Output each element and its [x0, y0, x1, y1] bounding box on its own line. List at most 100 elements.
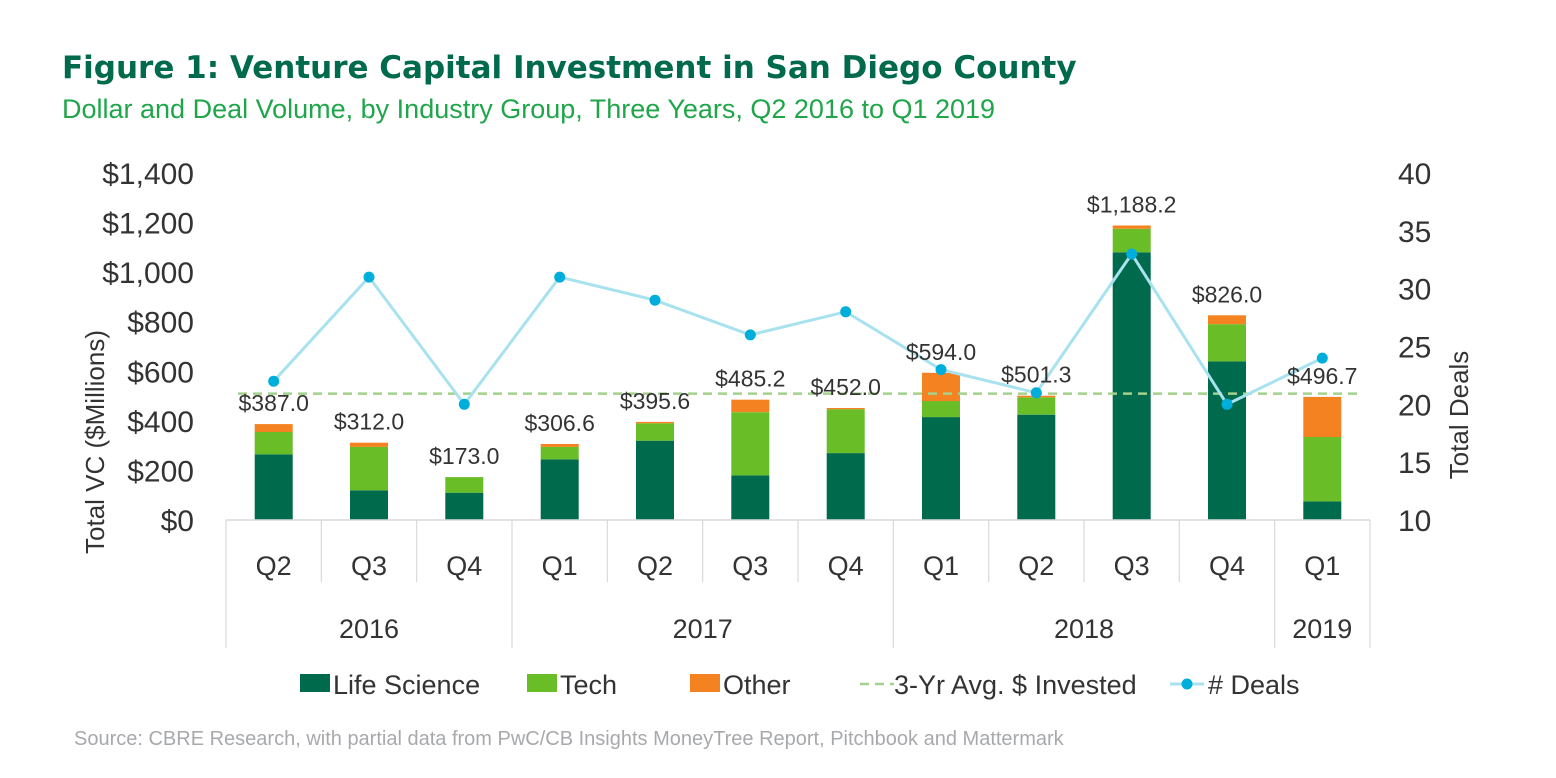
total-data-label: $387.0: [239, 390, 309, 416]
chart-subtitle: Dollar and Deal Volume, by Industry Grou…: [62, 94, 996, 124]
deals-point: [649, 294, 661, 306]
x-category-label: Q1: [1304, 551, 1340, 581]
y-tick-label: $800: [127, 307, 194, 340]
deals-point: [1316, 352, 1328, 364]
y-tick-label: $1,200: [102, 208, 194, 241]
y2-tick-label: 15: [1398, 447, 1431, 480]
legend-label-3-yr-avg-invested: 3-Yr Avg. $ Invested: [894, 670, 1137, 700]
axes: $0 $200 $400 $600 $800 $1,000 $1,200 $1,400 10 15…: [80, 158, 1474, 648]
bar-tech: [731, 412, 770, 476]
deals-point: [554, 271, 566, 283]
legend-swatch-other: [690, 674, 720, 692]
bar-other: [731, 399, 770, 413]
bar-tech: [1017, 397, 1056, 415]
deals-point: [268, 375, 280, 387]
bar-other: [1303, 396, 1342, 437]
legend-label-tech: Tech: [560, 670, 617, 700]
bar-life-science: [1208, 361, 1246, 520]
bar-tech: [1208, 324, 1246, 362]
total-data-label: $395.6: [620, 388, 690, 414]
total-data-label: $452.0: [811, 374, 881, 400]
total-data-label: $594.0: [906, 339, 976, 365]
bar-life-science: [445, 492, 484, 520]
bar-life-science: [1303, 501, 1342, 520]
total-data-label: $173.0: [429, 443, 499, 469]
total-data-label: $485.2: [715, 366, 785, 392]
bar-tech: [254, 432, 293, 455]
total-data-label: $826.0: [1192, 281, 1262, 307]
y-axis-title: Total VC ($Millions): [80, 330, 110, 554]
legend-swatch-life-science: [300, 674, 330, 692]
deals-line: [268, 248, 1328, 410]
y2-tick-label: 20: [1398, 389, 1431, 422]
bar-other: [636, 421, 674, 424]
bar-life-science: [254, 454, 293, 520]
legend-label-life-science: Life Science: [333, 670, 480, 700]
bar-other: [350, 442, 388, 447]
bar-life-science: [350, 490, 388, 520]
y2-tick-label: 10: [1398, 505, 1431, 538]
total-data-label: $312.0: [334, 409, 404, 435]
bar-tech: [1112, 228, 1151, 253]
bar-tech: [826, 409, 865, 454]
y2-tick-label: 35: [1398, 216, 1431, 249]
bar-life-science: [1112, 252, 1151, 521]
x-category-label: Q4: [828, 551, 864, 581]
y2-axis-title: Total Deals: [1444, 351, 1474, 480]
x-category-label: Q1: [923, 551, 959, 581]
x-category-label: Q2: [637, 551, 673, 581]
bar-tech: [350, 446, 388, 491]
x-category-label: Q1: [542, 551, 578, 581]
bar-other: [1208, 315, 1246, 325]
x-category-label: Q3: [1114, 551, 1150, 581]
bar-other: [826, 408, 865, 410]
total-data-label: $496.7: [1287, 363, 1357, 389]
chart-title: Figure 1: Venture Capital Investment in …: [62, 50, 1077, 86]
deals-point: [363, 271, 375, 283]
deals-point: [458, 398, 470, 410]
y2-tick-label: 40: [1398, 158, 1431, 191]
legend-label-deals: # Deals: [1208, 670, 1300, 700]
y-tick-label: $1,000: [102, 257, 194, 290]
data-labels: $387.0 $312.0 $173.0 $306.6 $395.6 $485.2 $452…: [239, 192, 1358, 470]
bar-other: [540, 444, 579, 447]
source-note: Source: CBRE Research, with partial data…: [74, 728, 1064, 750]
bar-tech: [445, 477, 484, 493]
x-category-label: Q2: [1018, 551, 1054, 581]
deals-point: [840, 306, 852, 318]
bar-life-science: [731, 475, 770, 520]
total-data-label: $501.3: [1001, 362, 1071, 388]
bar-other: [254, 424, 293, 432]
bar-other: [1112, 225, 1151, 229]
bar-other: [922, 372, 960, 402]
x-category-label: Q2: [256, 551, 292, 581]
y-tick-label: $1,400: [102, 158, 194, 191]
deals-point: [744, 329, 756, 341]
bar-tech: [922, 401, 960, 418]
bar-life-science: [826, 453, 865, 520]
x-category-label: Q4: [446, 551, 482, 581]
y-tick-label: $400: [127, 406, 194, 439]
y-tick-label: $600: [127, 356, 194, 389]
total-data-label: $1,188.2: [1087, 192, 1177, 218]
y-tick-label: $0: [161, 505, 194, 538]
bar-tech: [540, 446, 579, 460]
x-year-label: 2016: [339, 614, 399, 644]
y2-tick-label: 30: [1398, 274, 1431, 307]
bar-tech: [1303, 437, 1342, 502]
x-year-label: 2017: [673, 614, 733, 644]
legend-swatch-tech: [527, 674, 557, 692]
legend: Life Science Tech Other 3-Yr Avg. $ Investe…: [300, 670, 1300, 700]
deals-point: [1126, 248, 1138, 260]
deals-point: [1221, 398, 1233, 410]
x-category-label: Q3: [732, 551, 768, 581]
bar-life-science: [540, 459, 579, 520]
deals-point: [935, 364, 947, 376]
bar-life-science: [922, 417, 960, 520]
bar-life-science: [1017, 414, 1056, 520]
deals-point: [1030, 387, 1042, 399]
y2-tick-label: 25: [1398, 332, 1431, 365]
x-year-label: 2019: [1292, 614, 1352, 644]
deals-line-path: [272, 251, 1323, 407]
